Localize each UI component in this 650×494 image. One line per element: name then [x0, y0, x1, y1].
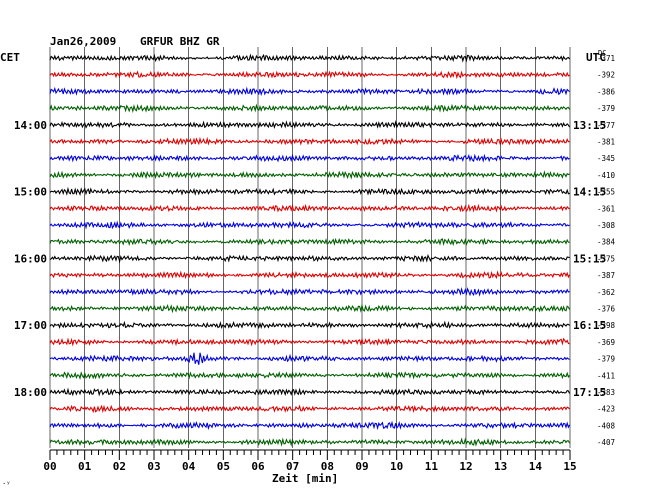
x-tick-label: 15 — [563, 460, 576, 473]
seismogram-trace — [49, 220, 570, 230]
seismogram-trace — [49, 53, 571, 63]
dc-offset-label: -308 — [597, 221, 616, 230]
dc-offset-label: -381 — [597, 138, 615, 147]
x-tick-label: 02 — [113, 460, 126, 473]
seismogram-trace — [49, 420, 571, 431]
header-station: GRFUR BHZ GR — [140, 35, 220, 48]
left-hour-label: 18:00 — [14, 386, 47, 399]
x-tick-label: 03 — [147, 460, 160, 473]
corner-mark: ·ʸ — [2, 480, 11, 488]
right-hour-label: 16:15 — [573, 319, 606, 332]
dc-offset-label: -371 — [597, 54, 615, 63]
seismogram-trace — [49, 203, 570, 213]
seismogram-trace — [49, 337, 570, 347]
seismogram-trace — [49, 303, 571, 314]
x-tick-label: 07 — [286, 460, 299, 473]
dc-offset-label: -362 — [597, 288, 615, 297]
right-hour-label: 14:15 — [573, 186, 606, 199]
seismogram-trace — [49, 136, 570, 146]
dc-offset-label: -384 — [597, 238, 616, 247]
seismogram-trace — [49, 237, 570, 247]
dc-offset-label: -355 — [597, 188, 615, 197]
x-tick-label: 13 — [494, 460, 507, 473]
right-hour-label: 17:15 — [573, 386, 606, 399]
left-hour-label: 17:00 — [14, 319, 47, 332]
dc-offset-label: -383 — [597, 388, 615, 397]
x-tick-label: 01 — [78, 460, 92, 473]
seismogram-trace — [49, 387, 571, 397]
dc-offset-label: -375 — [597, 254, 615, 263]
x-tick-label: 10 — [390, 460, 403, 473]
dc-offset-label: -379 — [597, 104, 615, 113]
dc-offset-label: -369 — [597, 338, 615, 347]
dc-offset-label: -386 — [597, 87, 616, 96]
x-tick-label: 09 — [355, 460, 368, 473]
x-tick-label: 06 — [251, 460, 265, 473]
seismogram-trace — [49, 186, 570, 196]
dc-offset-label: -398 — [597, 321, 616, 330]
x-tick-label: 11 — [425, 460, 439, 473]
left-hour-label: 16:00 — [14, 252, 47, 265]
right-hour-label: 15:15 — [573, 252, 606, 265]
dc-offset-label: -387 — [597, 271, 615, 280]
seismogram-trace — [49, 170, 570, 180]
seismogram-trace — [49, 320, 570, 330]
left-hour-label: 15:00 — [14, 186, 47, 199]
dc-offset-label: -408 — [597, 421, 616, 430]
seismogram-trace — [49, 153, 570, 163]
dc-offset-label: -392 — [597, 71, 615, 80]
seismogram-trace — [49, 86, 570, 97]
x-tick-label: 04 — [182, 460, 196, 473]
dc-offset-label: -345 — [597, 154, 615, 163]
x-tick-label: 08 — [321, 460, 334, 473]
seismogram-trace — [49, 370, 571, 381]
seismogram-trace — [49, 103, 571, 114]
header-date: Jan26,2009 — [50, 35, 117, 48]
dc-offset-label: -411 — [597, 371, 615, 380]
seismogram-trace — [49, 352, 570, 365]
dc-offset-label: -410 — [597, 171, 616, 180]
dc-offset-label: -361 — [597, 204, 615, 213]
left-timezone-label: CET — [0, 51, 20, 64]
right-timezone-label: UTC — [586, 51, 606, 64]
seismogram-trace — [49, 270, 571, 280]
seismogram-trace — [49, 437, 571, 447]
dc-offset-label: -376 — [597, 305, 616, 314]
dc-offset-label: -379 — [597, 355, 615, 364]
dc-label: DC — [598, 49, 607, 57]
seismogram-trace — [49, 120, 571, 129]
x-axis-title: Zeit [min] — [272, 472, 339, 485]
dc-offset-label: -377 — [597, 121, 615, 130]
x-tick-label: 05 — [217, 460, 230, 473]
dc-offset-label: -407 — [597, 438, 615, 447]
dc-offset-label: -423 — [597, 405, 615, 414]
x-tick-label: 00 — [43, 460, 56, 473]
seismogram-trace — [49, 286, 570, 297]
x-tick-label: 14 — [529, 460, 543, 473]
left-hour-label: 14:00 — [14, 119, 47, 132]
x-tick-label: 12 — [459, 460, 472, 473]
seismogram-trace — [49, 70, 570, 80]
right-hour-label: 13:15 — [573, 119, 606, 132]
seismogram-trace — [49, 404, 570, 414]
seismogram-trace — [49, 253, 570, 264]
